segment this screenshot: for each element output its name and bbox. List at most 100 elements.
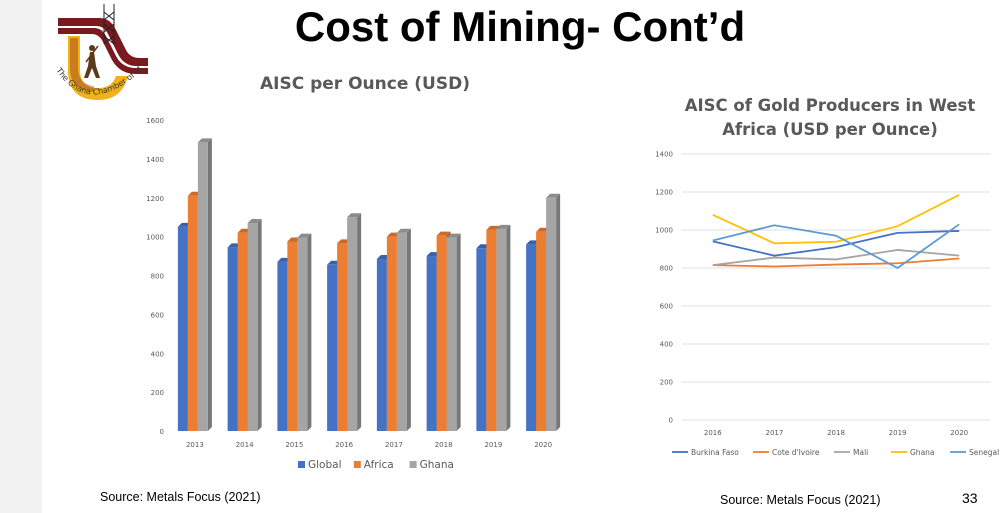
bar-x-tick-label: 2016 [335, 441, 353, 449]
bar-ghana-2020 [546, 197, 557, 431]
bar-x-tick-label: 2019 [484, 441, 502, 449]
bar-africa-2013 [187, 195, 198, 431]
bar-top-ghana-2018 [446, 233, 461, 238]
aisc-bar-chart: 0 200 400 600 800 1000 1200 1400 1600 2013 2014 201… [146, 117, 561, 471]
bar-top-ghana-2019 [496, 224, 511, 229]
bar-global-2019 [476, 248, 487, 431]
bar-global-2014 [227, 247, 238, 431]
bar-global-2015 [277, 261, 288, 431]
bar-global-2017 [376, 258, 387, 431]
bar-global-2013 [177, 226, 188, 431]
legend-label-cote-d-ivoire: Cote d'Ivoire [772, 448, 820, 457]
bar-y-tick-label: 800 [151, 273, 164, 281]
legend-swatch-global [298, 461, 305, 468]
bar-chart-title: AISC per Ounce (USD) [259, 74, 470, 94]
line-y-tick-label: 400 [660, 341, 673, 349]
bar-y-tick-label: 600 [151, 311, 164, 319]
bar-side-ghana-2015 [307, 233, 312, 431]
line-chart-source: Source: Metals Focus (2021) [720, 493, 881, 507]
legend-swatch-ghana [409, 461, 417, 468]
series-line-mali [712, 249, 960, 267]
bar-ghana-2014 [247, 223, 258, 431]
bar-africa-2014 [237, 232, 248, 431]
bar-top-ghana-2016 [347, 213, 362, 218]
logo-caption: The Ghana Chamber of Mines [48, 60, 144, 97]
ghana-chamber-of-mines-logo [58, 4, 148, 100]
legend-label-ghana: Ghana [910, 448, 935, 457]
bar-africa-2015 [287, 241, 298, 431]
line-y-tick-label: 200 [660, 379, 673, 387]
bar-y-tick-label: 1400 [146, 156, 164, 164]
bar-side-ghana-2020 [556, 193, 561, 431]
bar-top-ghana-2014 [247, 219, 262, 224]
bar-africa-2016 [337, 243, 348, 431]
bar-side-ghana-2014 [257, 219, 262, 431]
bar-x-tick-label: 2013 [186, 441, 204, 449]
series-line-ghana [712, 194, 960, 245]
page-number: 33 [962, 490, 978, 506]
line-x-tick-label: 2016 [704, 429, 722, 437]
line-x-tick-label: 2019 [889, 429, 907, 437]
legend-swatch-africa [353, 461, 361, 468]
bar-side-ghana-2018 [456, 233, 461, 431]
line-x-tick-label: 2018 [827, 429, 845, 437]
logo-text: The Ghana Chamber of Mines [48, 60, 144, 97]
bar-top-ghana-2013 [197, 138, 212, 143]
bar-x-tick-label: 2017 [385, 441, 403, 449]
bar-africa-2020 [536, 231, 547, 431]
legend-label-ghana: Ghana [420, 459, 454, 471]
line-x-tick-label: 2017 [765, 429, 783, 437]
legend-label-senegal: Senegal [969, 448, 999, 457]
line-x-tick-label: 2020 [950, 429, 968, 437]
bar-africa-2019 [486, 229, 497, 431]
bar-side-ghana-2016 [357, 213, 362, 431]
bar-y-tick-label: 1200 [146, 195, 164, 203]
legend-label-mali: Mali [853, 448, 868, 457]
west-africa-line-chart: 0 200 400 600 800 1000 1200 1400 2016 2017 2018 201… [655, 151, 999, 458]
bar-ghana-2015 [297, 237, 308, 431]
bar-ghana-2016 [347, 217, 358, 431]
bar-x-tick-label: 2014 [236, 441, 254, 449]
bar-chart-source: Source: Metals Focus (2021) [100, 490, 261, 504]
slide-title: Cost of Mining- Cont’d [294, 3, 746, 50]
bar-x-tick-label: 2018 [435, 441, 453, 449]
line-y-tick-label: 600 [660, 303, 673, 311]
line-y-tick-label: 1200 [655, 189, 673, 197]
series-line-cote-d-ivoire [712, 257, 960, 268]
legend-label-global: Global [308, 459, 342, 471]
bar-global-2020 [526, 244, 537, 431]
bar-top-africa-2018 [436, 231, 451, 236]
series-line-burkina-faso [712, 230, 960, 257]
bar-africa-2018 [436, 235, 447, 431]
bar-top-ghana-2015 [297, 233, 312, 238]
svg-text:The Ghana Chamber of Mines: The Ghana Chamber of Mines [48, 60, 144, 97]
bar-africa-2017 [386, 236, 397, 431]
line-y-tick-label: 800 [660, 265, 673, 273]
bar-y-tick-label: 200 [151, 389, 164, 397]
legend-label-africa: Africa [364, 459, 394, 471]
bar-y-tick-label: 400 [151, 350, 164, 358]
bar-top-ghana-2017 [396, 228, 411, 233]
bar-global-2018 [426, 256, 437, 431]
legend-label-burkina-faso: Burkina Faso [691, 448, 739, 457]
bar-x-tick-label: 2015 [285, 441, 303, 449]
series-line-senegal [712, 223, 960, 270]
line-chart-title: AISC of Gold Producers in West Africa (U… [684, 96, 976, 139]
bar-ghana-2017 [396, 232, 407, 431]
bar-ghana-2018 [446, 237, 457, 431]
bar-top-ghana-2020 [546, 193, 561, 198]
bar-ghana-2013 [197, 142, 208, 431]
bar-global-2016 [327, 264, 338, 431]
line-y-tick-label: 1000 [655, 227, 673, 235]
bar-side-ghana-2013 [207, 138, 212, 431]
bar-x-tick-label: 2020 [534, 441, 552, 449]
bar-ghana-2019 [496, 228, 507, 431]
left-margin-strip [0, 0, 42, 513]
bar-side-ghana-2017 [406, 228, 411, 431]
bar-side-ghana-2019 [506, 224, 511, 431]
line-y-tick-label: 0 [669, 417, 673, 425]
bar-y-tick-label: 1000 [146, 234, 164, 242]
line-y-tick-label: 1400 [655, 151, 673, 159]
bar-y-tick-label: 1600 [146, 117, 164, 125]
bar-y-tick-label: 0 [160, 428, 164, 436]
